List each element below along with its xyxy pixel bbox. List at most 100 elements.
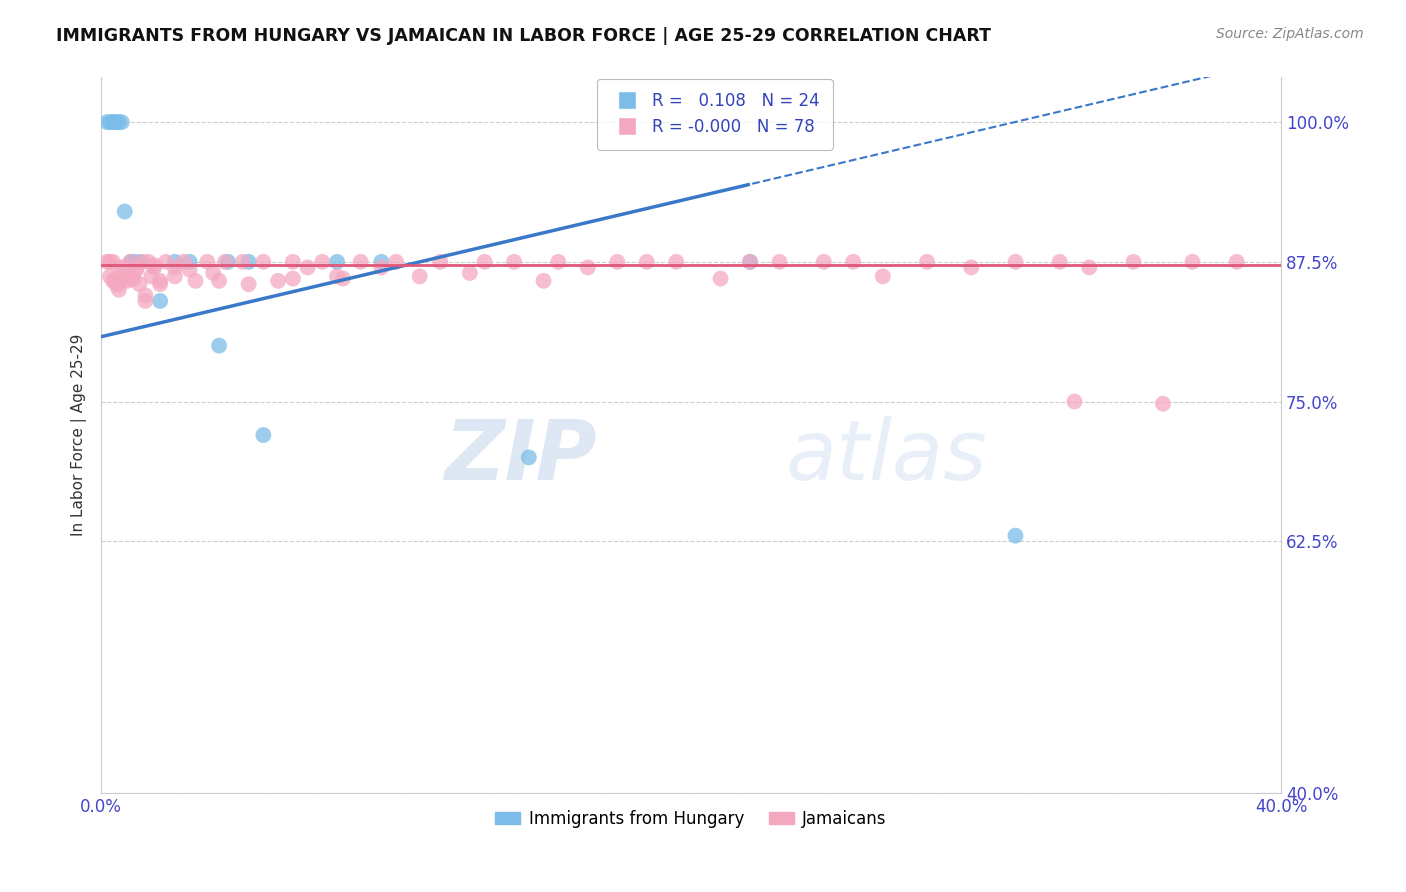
- Point: [117, 274, 139, 288]
- Point: [163, 255, 186, 269]
- Point: [813, 255, 835, 269]
- Point: [915, 255, 938, 269]
- Point: [1004, 528, 1026, 542]
- Point: [108, 277, 131, 292]
- Point: [281, 271, 304, 285]
- Point: [350, 255, 373, 269]
- Point: [114, 204, 136, 219]
- Point: [143, 258, 166, 272]
- Point: [195, 255, 218, 269]
- Point: [120, 255, 142, 269]
- Point: [1078, 260, 1101, 275]
- Point: [134, 293, 156, 308]
- Point: [141, 269, 163, 284]
- Point: [370, 255, 392, 269]
- Point: [114, 260, 136, 275]
- Point: [108, 115, 131, 129]
- Point: [149, 293, 172, 308]
- Text: Source: ZipAtlas.com: Source: ZipAtlas.com: [1216, 27, 1364, 41]
- Point: [408, 269, 430, 284]
- Point: [1152, 397, 1174, 411]
- Y-axis label: In Labor Force | Age 25-29: In Labor Force | Age 25-29: [72, 334, 87, 536]
- Point: [533, 274, 555, 288]
- Text: atlas: atlas: [786, 416, 987, 497]
- Point: [111, 115, 134, 129]
- Point: [163, 260, 186, 275]
- Point: [842, 255, 865, 269]
- Point: [1122, 255, 1144, 269]
- Point: [636, 255, 658, 269]
- Point: [104, 277, 127, 292]
- Point: [370, 260, 392, 275]
- Point: [108, 283, 131, 297]
- Point: [709, 271, 731, 285]
- Point: [385, 255, 408, 269]
- Point: [101, 115, 124, 129]
- Point: [111, 260, 134, 275]
- Point: [143, 260, 166, 275]
- Point: [122, 255, 145, 269]
- Point: [122, 271, 145, 285]
- Point: [252, 255, 274, 269]
- Text: IMMIGRANTS FROM HUNGARY VS JAMAICAN IN LABOR FORCE | AGE 25-29 CORRELATION CHART: IMMIGRANTS FROM HUNGARY VS JAMAICAN IN L…: [56, 27, 991, 45]
- Point: [125, 260, 148, 275]
- Point: [326, 255, 349, 269]
- Point: [503, 255, 526, 269]
- Point: [120, 255, 142, 269]
- Point: [136, 255, 159, 269]
- Point: [1226, 255, 1249, 269]
- Point: [606, 255, 628, 269]
- Point: [114, 269, 136, 284]
- Point: [429, 255, 451, 269]
- Point: [208, 274, 231, 288]
- Point: [98, 269, 121, 284]
- Point: [149, 274, 172, 288]
- Point: [517, 450, 540, 465]
- Point: [474, 255, 496, 269]
- Point: [184, 274, 207, 288]
- Point: [214, 255, 236, 269]
- Point: [738, 255, 761, 269]
- Point: [155, 255, 177, 269]
- Text: ZIP: ZIP: [444, 416, 596, 497]
- Point: [104, 115, 127, 129]
- Point: [96, 115, 118, 129]
- Point: [458, 266, 481, 280]
- Point: [208, 338, 231, 352]
- Point: [547, 255, 569, 269]
- Point: [179, 255, 201, 269]
- Legend: Immigrants from Hungary, Jamaicans: Immigrants from Hungary, Jamaicans: [489, 803, 893, 834]
- Point: [1063, 394, 1085, 409]
- Point: [232, 255, 254, 269]
- Point: [238, 255, 260, 269]
- Point: [96, 255, 118, 269]
- Point: [1181, 255, 1204, 269]
- Point: [311, 255, 333, 269]
- Point: [217, 255, 239, 269]
- Point: [128, 277, 150, 292]
- Point: [872, 269, 894, 284]
- Point: [1004, 255, 1026, 269]
- Point: [202, 266, 225, 280]
- Point: [297, 260, 319, 275]
- Point: [131, 255, 153, 269]
- Point: [576, 260, 599, 275]
- Point: [163, 269, 186, 284]
- Point: [768, 255, 790, 269]
- Point: [281, 255, 304, 269]
- Point: [120, 271, 142, 285]
- Point: [252, 428, 274, 442]
- Point: [332, 271, 354, 285]
- Point: [101, 255, 124, 269]
- Point: [960, 260, 983, 275]
- Point: [101, 274, 124, 288]
- Point: [665, 255, 688, 269]
- Point: [104, 115, 127, 129]
- Point: [134, 288, 156, 302]
- Point: [98, 115, 121, 129]
- Point: [128, 255, 150, 269]
- Point: [173, 255, 195, 269]
- Point: [238, 277, 260, 292]
- Point: [101, 115, 124, 129]
- Point: [738, 255, 761, 269]
